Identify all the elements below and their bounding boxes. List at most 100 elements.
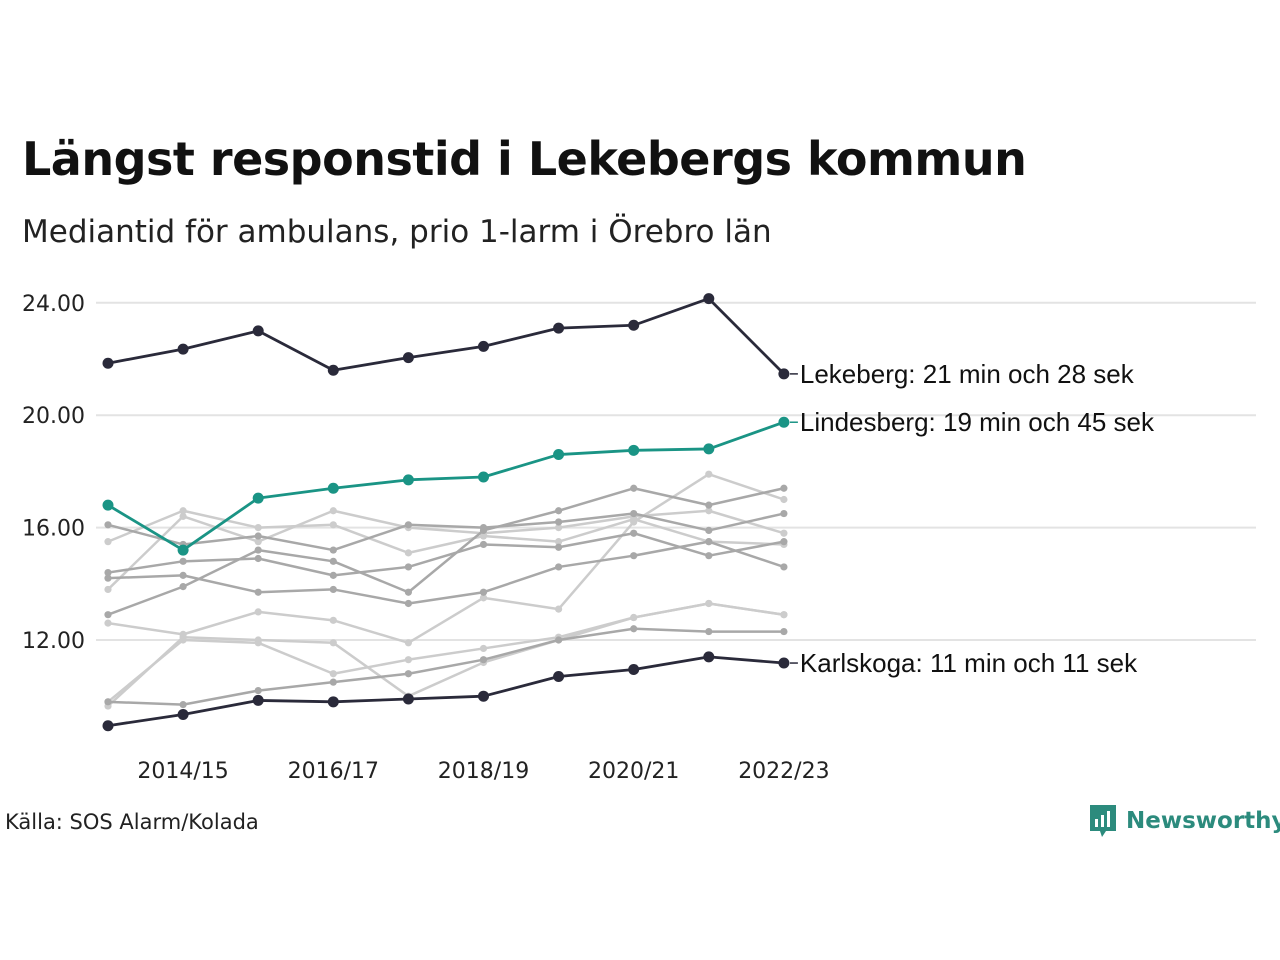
data-point xyxy=(479,656,488,664)
series-line-kommun xyxy=(107,602,785,703)
data-point xyxy=(179,512,187,520)
data-point xyxy=(778,416,790,428)
data-point xyxy=(553,449,565,461)
chart-title: Längst responstid i Lekebergs kommun xyxy=(22,132,1027,186)
data-point xyxy=(555,636,563,644)
data-point xyxy=(104,538,112,546)
data-point xyxy=(329,585,337,594)
data-point xyxy=(705,507,713,515)
data-point xyxy=(329,521,337,529)
data-point xyxy=(703,651,715,663)
data-point xyxy=(404,656,412,664)
end-label-karlskoga: Karlskoga: 11 min och 11 sek xyxy=(800,648,1138,678)
data-point xyxy=(102,499,114,511)
data-point xyxy=(705,526,713,535)
data-point xyxy=(252,492,264,504)
data-point xyxy=(780,484,788,492)
data-point xyxy=(179,557,187,565)
grey-series-kommun xyxy=(104,509,788,554)
data-point xyxy=(404,521,412,529)
data-point xyxy=(630,484,638,492)
data-point xyxy=(478,471,489,483)
data-point xyxy=(327,482,339,494)
series-line-kommun xyxy=(107,487,785,616)
series-line-kommun xyxy=(107,472,785,645)
data-point xyxy=(179,636,187,644)
data-point xyxy=(628,444,640,456)
data-point xyxy=(254,546,262,554)
brand-logo: Newsworthy xyxy=(1088,803,1280,839)
data-point xyxy=(327,696,339,708)
highlight-series-karlskoga xyxy=(102,651,790,732)
data-point xyxy=(329,571,337,579)
end-label-lindesberg: Lindesberg: 19 min och 45 sek xyxy=(800,407,1155,437)
data-point xyxy=(104,611,112,619)
data-point xyxy=(254,639,262,647)
data-point xyxy=(553,322,565,334)
data-point xyxy=(404,588,412,596)
data-point xyxy=(703,293,715,305)
data-point xyxy=(553,671,565,683)
x-tick-label: 2018/19 xyxy=(438,759,529,784)
data-point xyxy=(628,319,640,331)
data-point xyxy=(104,521,112,529)
data-point xyxy=(327,364,339,376)
data-point xyxy=(705,501,713,509)
data-point xyxy=(252,694,264,706)
data-point xyxy=(555,538,563,546)
data-point xyxy=(104,568,112,577)
data-point xyxy=(780,529,788,537)
series-lines xyxy=(102,293,790,732)
data-point xyxy=(254,524,262,532)
data-point xyxy=(402,474,414,486)
series-line-karlskoga xyxy=(107,655,785,728)
series-line-kommun xyxy=(107,531,785,577)
data-point xyxy=(329,616,337,624)
data-point xyxy=(404,599,412,608)
data-point xyxy=(104,619,112,627)
data-point xyxy=(630,509,638,518)
data-point xyxy=(478,340,489,352)
data-point xyxy=(254,532,262,540)
data-point xyxy=(780,611,788,619)
data-point xyxy=(780,509,788,518)
x-axis-ticks: 2014/15 2016/17 2018/19 2020/21 2022/23 xyxy=(137,759,829,784)
data-point xyxy=(329,507,337,515)
data-point xyxy=(630,613,638,622)
data-point xyxy=(479,524,488,532)
y-tick-label: 24.00 xyxy=(22,292,85,317)
data-point xyxy=(555,605,563,613)
data-point xyxy=(778,368,790,380)
series-line-kommun xyxy=(107,627,784,706)
series-line-lindesberg xyxy=(107,420,785,552)
data-point xyxy=(329,670,337,678)
gridlines xyxy=(96,301,1256,641)
data-point xyxy=(179,507,187,515)
x-tick-label: 2016/17 xyxy=(288,759,379,784)
data-point xyxy=(555,518,563,526)
data-point xyxy=(630,529,638,537)
data-point xyxy=(705,470,713,478)
data-point xyxy=(179,583,187,591)
source-note: Källa: SOS Alarm/Kolada xyxy=(5,810,259,834)
data-point xyxy=(329,639,337,647)
data-point xyxy=(104,698,112,706)
data-point xyxy=(778,657,790,669)
grey-series-kommun xyxy=(104,599,788,706)
end-label-lekeberg: Lekeberg: 21 min och 28 sek xyxy=(800,359,1135,389)
data-point xyxy=(555,543,563,551)
data-point xyxy=(179,571,187,579)
data-point xyxy=(402,693,414,705)
data-point xyxy=(555,507,563,515)
y-tick-label: 16.00 xyxy=(22,517,85,542)
data-point xyxy=(479,594,488,602)
data-point xyxy=(555,524,563,532)
newsworthy-logo-icon xyxy=(1090,805,1116,837)
end-labels: Lindesberg: 19 min och 45 sek Lekeberg: 2… xyxy=(789,359,1155,678)
data-point xyxy=(177,544,189,556)
data-point xyxy=(630,625,638,633)
data-point xyxy=(254,686,262,695)
data-point xyxy=(102,720,114,732)
series-line-kommun xyxy=(107,512,785,552)
